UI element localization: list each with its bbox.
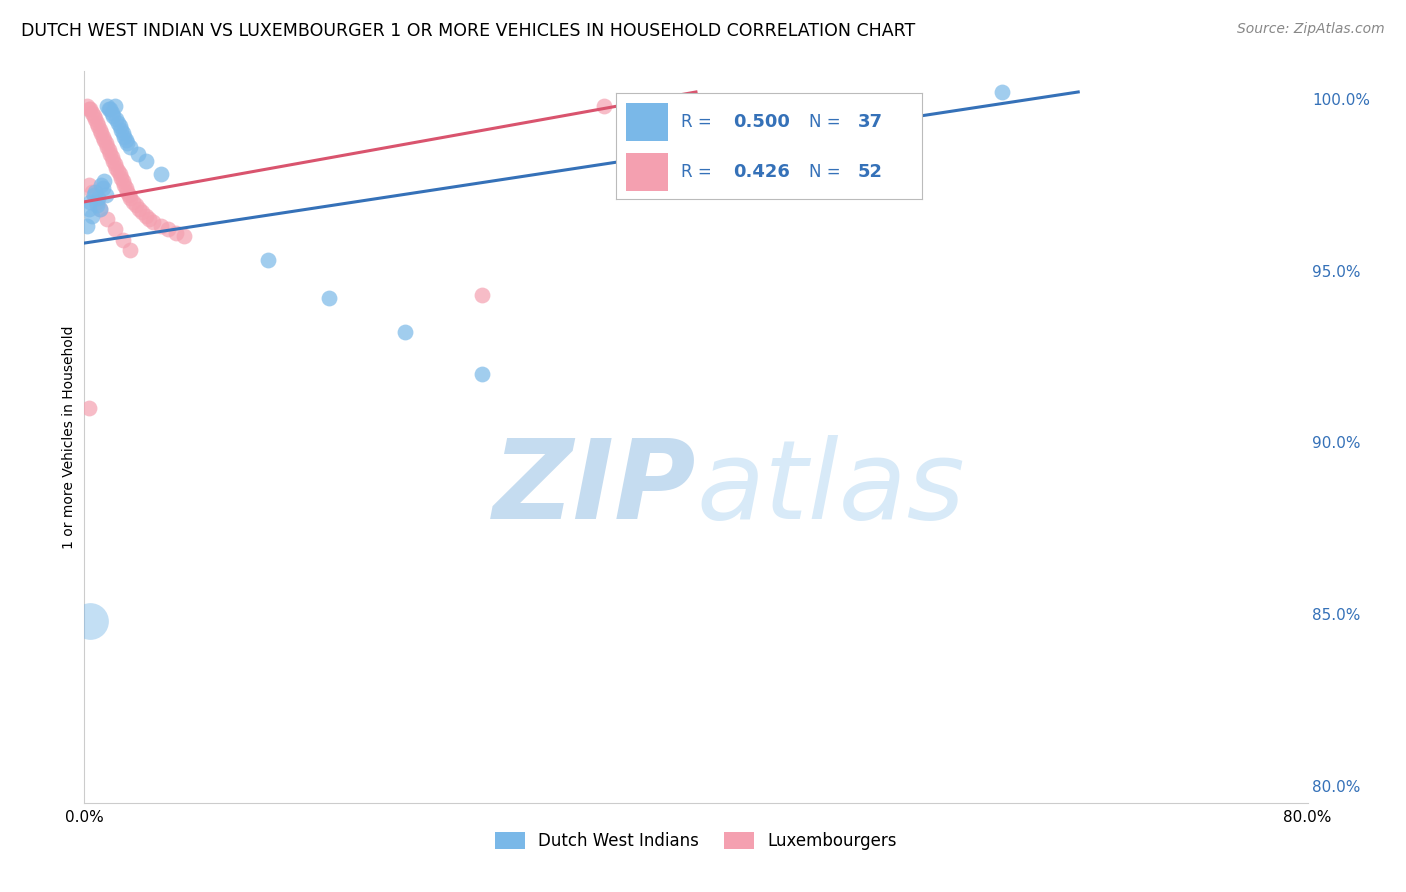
Point	[111, 174, 134, 188]
Point	[108, 167, 131, 181]
Point	[120, 191, 142, 205]
Point	[111, 233, 134, 247]
Point	[86, 198, 108, 212]
Point	[110, 122, 132, 136]
Point	[131, 205, 153, 219]
Point	[111, 126, 134, 140]
Point	[97, 144, 120, 158]
Point	[77, 401, 100, 415]
Point	[107, 116, 129, 130]
Point	[115, 136, 138, 151]
Point	[83, 188, 105, 202]
Point	[142, 215, 165, 229]
Point	[96, 98, 118, 112]
Point	[93, 174, 115, 188]
Point	[77, 178, 100, 192]
Y-axis label: 1 or more Vehicles in Household: 1 or more Vehicles in Household	[62, 326, 76, 549]
Point	[394, 326, 416, 340]
Point	[135, 153, 157, 168]
Point	[84, 112, 107, 127]
Point	[94, 136, 117, 151]
Point	[105, 161, 128, 175]
Point	[318, 291, 340, 305]
Point	[101, 105, 124, 120]
Point	[84, 185, 107, 199]
Point	[108, 120, 131, 134]
Point	[127, 146, 149, 161]
Point	[101, 150, 124, 164]
Point	[165, 226, 187, 240]
Point	[471, 287, 494, 301]
Point	[86, 194, 108, 209]
Point	[112, 129, 135, 144]
Point	[118, 188, 141, 202]
Point	[87, 120, 110, 134]
Point	[96, 212, 118, 227]
Point	[157, 222, 180, 236]
Point	[93, 133, 115, 147]
Text: atlas: atlas	[696, 434, 965, 541]
Point	[257, 253, 280, 268]
Point	[80, 185, 103, 199]
Point	[79, 614, 101, 628]
Point	[149, 167, 172, 181]
Point	[97, 102, 120, 116]
Point	[114, 181, 136, 195]
Point	[77, 202, 100, 216]
Point	[79, 194, 101, 209]
Point	[90, 126, 112, 140]
Point	[104, 222, 127, 236]
Point	[149, 219, 172, 233]
Text: ZIP: ZIP	[492, 434, 696, 541]
Point	[89, 202, 111, 216]
Legend: Dutch West Indians, Luxembourgers: Dutch West Indians, Luxembourgers	[488, 825, 904, 856]
Point	[87, 191, 110, 205]
Point	[110, 170, 132, 185]
Point	[471, 367, 494, 381]
Point	[76, 219, 98, 233]
Point	[991, 85, 1014, 99]
Point	[128, 202, 150, 216]
Point	[83, 109, 105, 123]
Point	[115, 185, 138, 199]
Point	[98, 146, 121, 161]
Point	[122, 194, 145, 209]
Point	[647, 98, 669, 112]
Point	[80, 105, 103, 120]
Point	[173, 229, 195, 244]
Point	[135, 209, 157, 223]
Point	[107, 164, 129, 178]
Point	[125, 198, 148, 212]
Point	[91, 129, 114, 144]
Text: Source: ZipAtlas.com: Source: ZipAtlas.com	[1237, 22, 1385, 37]
Point	[103, 109, 125, 123]
Point	[104, 98, 127, 112]
Point	[98, 102, 121, 116]
Point	[79, 102, 101, 116]
Point	[103, 153, 125, 168]
Point	[120, 140, 142, 154]
Point	[138, 212, 160, 227]
Point	[76, 98, 98, 112]
Point	[96, 140, 118, 154]
Point	[593, 98, 616, 112]
Point	[114, 133, 136, 147]
Point	[94, 188, 117, 202]
Point	[80, 209, 103, 223]
Point	[112, 178, 135, 192]
Point	[91, 181, 114, 195]
Point	[105, 112, 128, 127]
Point	[120, 243, 142, 257]
Point	[89, 202, 111, 216]
Point	[77, 102, 100, 116]
Point	[86, 116, 108, 130]
Point	[89, 122, 111, 136]
Text: DUTCH WEST INDIAN VS LUXEMBOURGER 1 OR MORE VEHICLES IN HOUSEHOLD CORRELATION CH: DUTCH WEST INDIAN VS LUXEMBOURGER 1 OR M…	[21, 22, 915, 40]
Point	[90, 178, 112, 192]
Point	[104, 157, 127, 171]
